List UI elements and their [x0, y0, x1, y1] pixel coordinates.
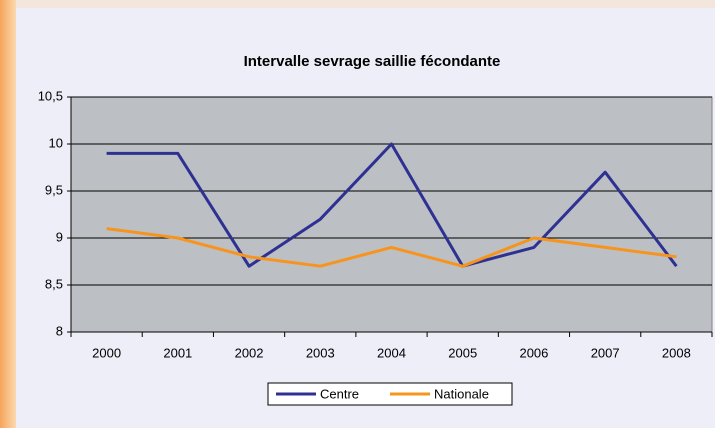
- x-tick-label: 2001: [163, 345, 192, 360]
- line-series: [106, 142, 678, 268]
- top-strip: [16, 0, 715, 8]
- x-tick-label: 2002: [235, 345, 264, 360]
- x-tick-label: 2006: [519, 345, 548, 360]
- y-tick-label: 9,5: [45, 182, 63, 197]
- x-tick-label: 2008: [662, 345, 691, 360]
- y-tick-label: 10,5: [38, 88, 63, 103]
- x-tick-label: 2000: [92, 345, 121, 360]
- side-strip: [0, 0, 16, 428]
- y-tick-label: 9: [56, 229, 63, 244]
- x-tick-label: 2005: [448, 345, 477, 360]
- chart-title: Intervalle sevrage saillie fécondante: [244, 53, 501, 70]
- x-tick-label: 2003: [306, 345, 335, 360]
- y-tick-label: 8: [56, 323, 63, 338]
- x-tick-label: 2004: [377, 345, 406, 360]
- line-series: [106, 227, 677, 268]
- plot-area: [70, 96, 713, 333]
- y-tick-label: 10: [49, 135, 63, 150]
- y-tick-label: 8,5: [45, 276, 63, 291]
- legend-label: Centre: [320, 386, 359, 401]
- x-tick-label: 2007: [591, 345, 620, 360]
- legend-label: Nationale: [434, 386, 489, 401]
